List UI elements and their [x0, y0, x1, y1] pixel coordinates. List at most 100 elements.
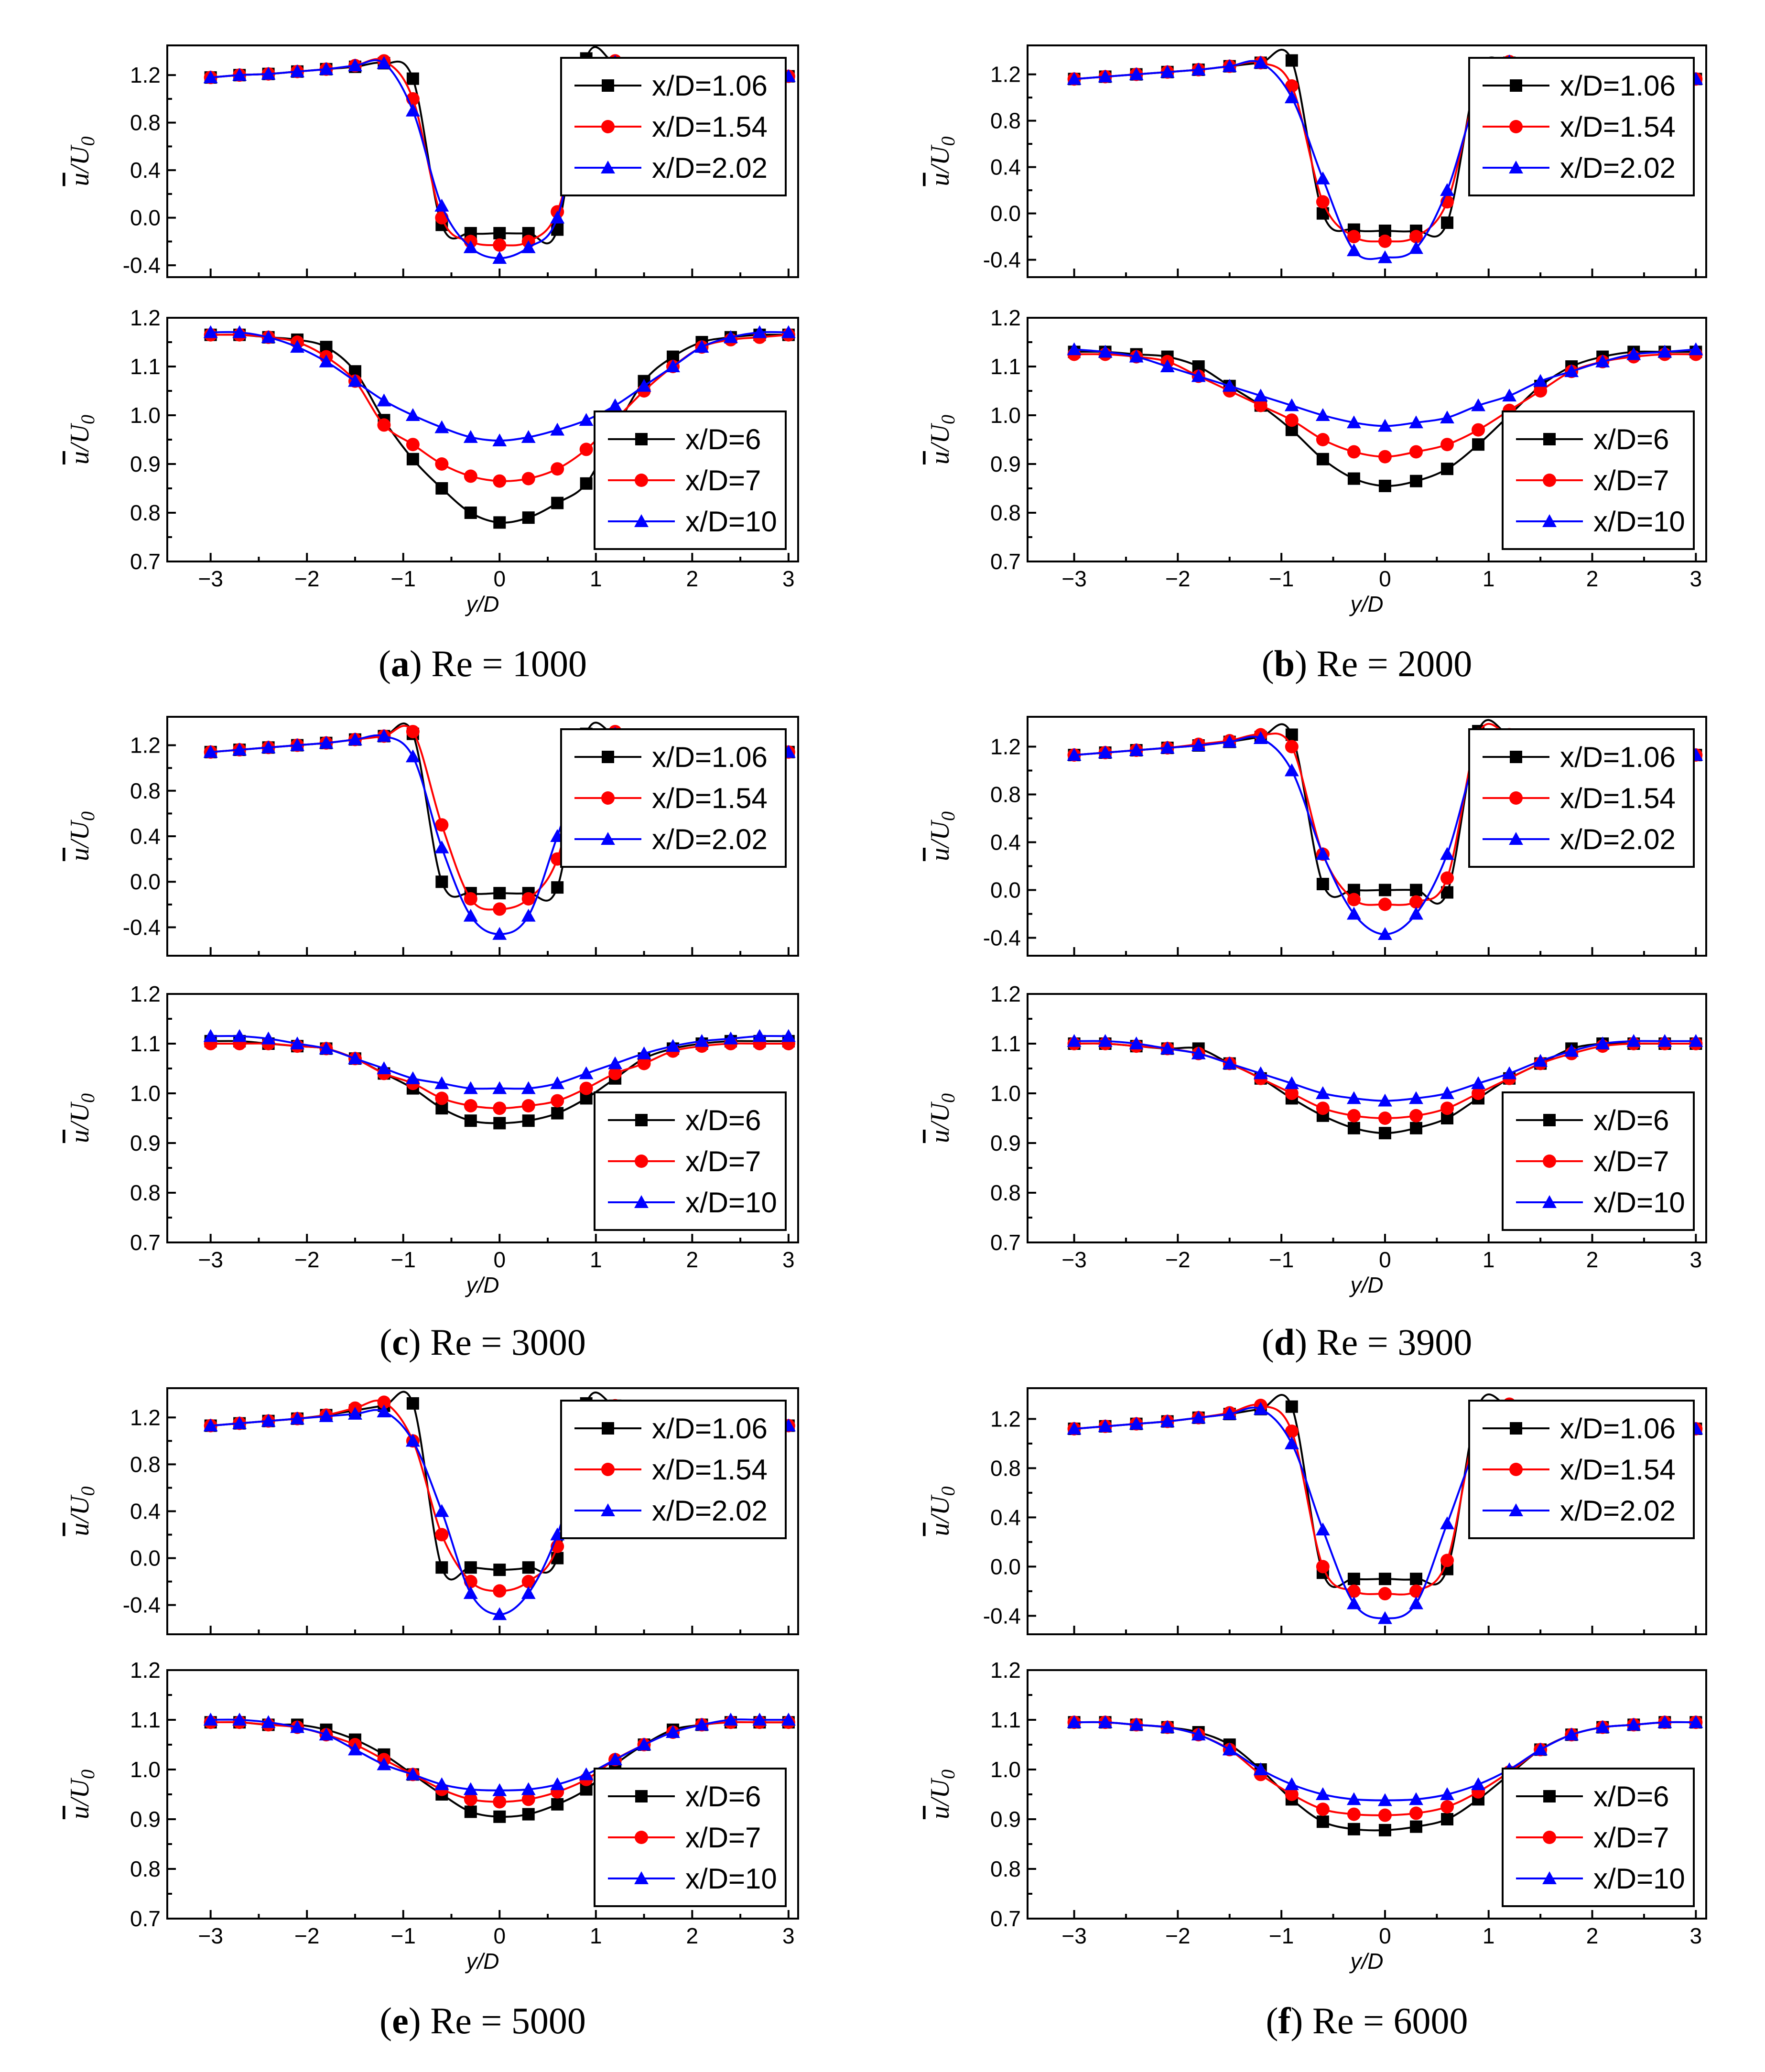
data-point — [1253, 731, 1268, 744]
x-tick-label: −2 — [1165, 566, 1190, 591]
data-point — [1191, 62, 1206, 76]
y-axis-label: u/U0 — [925, 415, 959, 464]
data-point — [1409, 1596, 1423, 1609]
y-axis-label-den: /U — [65, 1494, 95, 1524]
data-point — [1284, 398, 1299, 411]
y-tick-label: 1.0 — [130, 1757, 161, 1782]
data-point — [1315, 1522, 1330, 1536]
data-point — [492, 251, 507, 264]
panel-e-bottom-axes: 0.70.80.91.01.11.2−3 −2 −1 0 1 2 3y/Du/U0x/D=6… — [65, 1658, 799, 1974]
y-tick-label: 1.2 — [990, 982, 1021, 1006]
data-point — [1502, 1066, 1517, 1079]
data-point — [1129, 743, 1144, 756]
caption-paren-open: ( — [379, 2000, 392, 2041]
x-tick-label: −3 — [1061, 1923, 1086, 1948]
legend-marker — [1510, 1422, 1522, 1435]
legend-marker — [601, 120, 615, 133]
caption-paren-close: ) — [1295, 643, 1316, 684]
data-point — [1347, 230, 1361, 244]
data-point — [435, 818, 449, 832]
y-tick-label: 0.8 — [130, 500, 161, 525]
data-point — [493, 227, 506, 239]
data-point — [464, 892, 477, 906]
panel-e-caption: (e) Re = 5000 — [379, 2000, 586, 2041]
legend-label: x/D=1.54 — [1560, 111, 1676, 143]
data-point — [1347, 1122, 1360, 1134]
y-tick-label: 0.0 — [130, 869, 161, 894]
x-axis-label: y/D — [465, 1273, 499, 1297]
data-point — [435, 1528, 449, 1542]
series-bottom-2 — [1067, 1715, 1703, 1806]
y-axis-label: u/U0 — [925, 1770, 959, 1819]
legend-label: x/D=2.02 — [1560, 1495, 1676, 1527]
legend-label: x/D=2.02 — [1560, 823, 1676, 855]
data-point — [551, 1107, 564, 1120]
x-tick-label: 3 — [1690, 1923, 1702, 1948]
legend-label: x/D=2.02 — [652, 823, 768, 855]
y-tick-label: 1.2 — [990, 1658, 1021, 1683]
legend-label: x/D=10 — [1593, 506, 1685, 538]
data-point — [1253, 388, 1268, 402]
legend-marker — [635, 1831, 648, 1844]
x-tick-label: 2 — [1586, 1923, 1599, 1948]
data-point — [406, 724, 420, 738]
data-point — [1347, 1573, 1360, 1586]
caption-paren-close: ) — [1290, 2000, 1312, 2041]
data-point — [1533, 374, 1548, 387]
x-tick-label: 1 — [1483, 1247, 1495, 1272]
data-point — [1409, 1820, 1422, 1833]
legend-label: x/D=1.54 — [1560, 1454, 1676, 1486]
legend-top: x/D=1.06 x/D=1.54 x/D=2.02 — [1468, 1400, 1695, 1539]
y-tick-label: 1.2 — [130, 305, 161, 330]
panel-a-bottom-axes: 0.70.80.91.01.11.2−3 −2 −1 0 1 2 3y/Du/U0x/D=6… — [65, 305, 799, 616]
data-point — [203, 325, 218, 338]
data-point — [1315, 1787, 1330, 1800]
y-tick-label: 0.8 — [990, 1856, 1021, 1881]
data-point — [1378, 1573, 1391, 1586]
data-point — [1440, 1086, 1454, 1099]
y-tick-label: 0.0 — [990, 201, 1021, 226]
x-tick-label: −1 — [1269, 1923, 1294, 1948]
data-point — [1191, 738, 1206, 751]
data-point — [290, 738, 305, 751]
data-point — [1347, 1109, 1361, 1122]
x-tick-label: 1 — [590, 1923, 602, 1948]
data-point — [752, 325, 767, 338]
data-point — [290, 1411, 305, 1424]
plot-frame — [1027, 1387, 1707, 1635]
panel-b-caption: (b) Re = 2000 — [1262, 643, 1473, 684]
y-axis-label-den: /U — [65, 819, 95, 849]
legend-label: x/D=1.06 — [652, 1413, 768, 1445]
y-tick-label: 1.2 — [130, 63, 161, 87]
data-point — [1409, 895, 1423, 909]
caption-text: Re = 6000 — [1312, 2000, 1468, 2041]
data-point — [435, 1091, 449, 1105]
y-axis-label-num: u — [65, 1130, 95, 1143]
legend-marker — [634, 1871, 649, 1884]
data-point — [608, 1067, 622, 1080]
data-point — [1285, 1424, 1299, 1438]
data-point — [348, 1051, 362, 1065]
y-tick-label: 0.8 — [130, 1180, 161, 1205]
data-point — [1346, 415, 1361, 429]
data-point — [463, 1081, 478, 1094]
data-point — [493, 516, 506, 529]
data-point — [1534, 384, 1548, 398]
y-axis-label-sub: 0 — [77, 137, 98, 146]
data-point — [1098, 745, 1113, 758]
data-point — [1222, 1407, 1237, 1420]
data-point — [1409, 415, 1423, 429]
data-point — [1472, 1087, 1485, 1100]
y-tick-label: 0.8 — [990, 1180, 1021, 1205]
data-point — [522, 511, 535, 524]
caption-letter: e — [392, 2000, 409, 2041]
legend-label: x/D=7 — [1593, 1822, 1669, 1854]
data-point — [1067, 72, 1082, 85]
x-tick-label: 0 — [1379, 1923, 1391, 1948]
data-point — [1440, 410, 1454, 424]
legend-top: x/D=1.06 x/D=1.54 x/D=2.02 — [560, 57, 787, 196]
data-point — [579, 413, 594, 426]
data-point — [1098, 1419, 1113, 1432]
legend-bottom: x/D=6 x/D=7 x/D=10 — [1502, 410, 1695, 550]
data-point — [1440, 438, 1454, 452]
